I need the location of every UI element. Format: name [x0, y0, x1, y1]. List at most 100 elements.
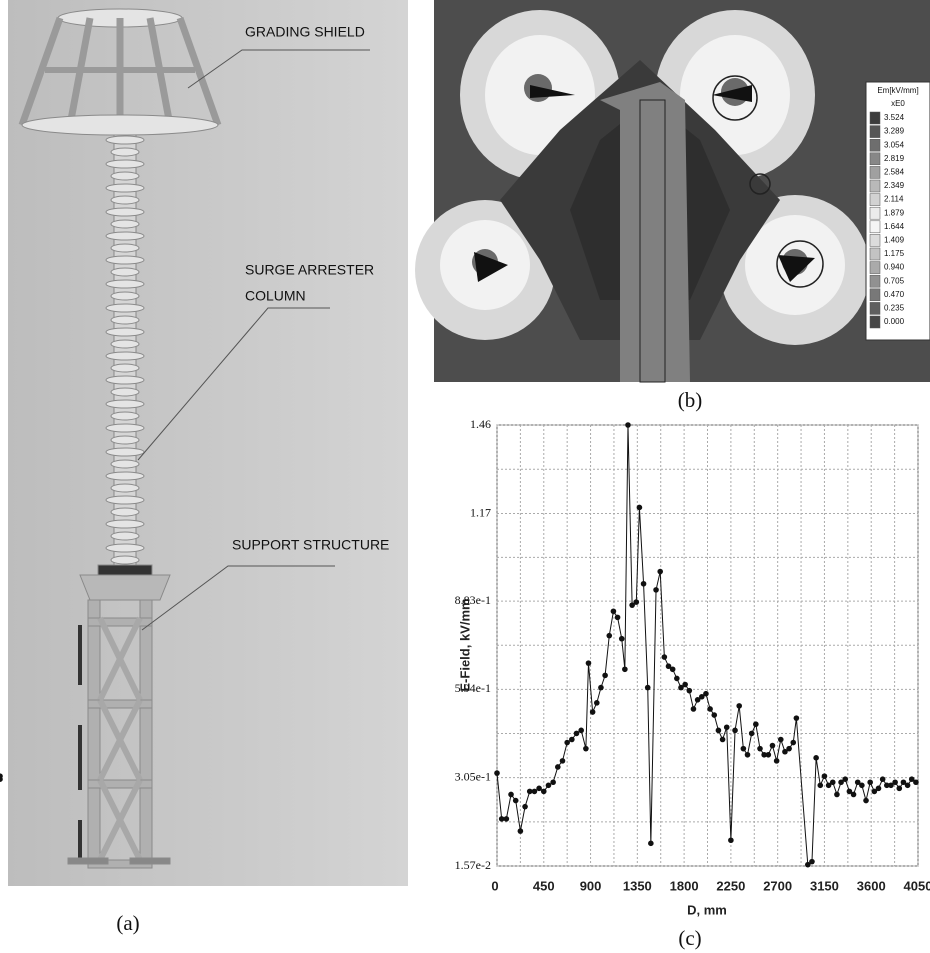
data-point — [618, 635, 625, 642]
y-tick-label: 1.57e-2 — [455, 858, 491, 872]
data-point — [622, 666, 628, 673]
data-point — [694, 697, 701, 703]
data-point — [838, 779, 844, 786]
panel-a-background — [8, 0, 408, 886]
data-point — [498, 816, 505, 822]
data-point — [633, 599, 640, 605]
data-point — [682, 681, 688, 688]
data-point — [846, 788, 853, 795]
legend-swatch — [869, 179, 881, 193]
y-tick-label: 1.17 — [470, 505, 491, 519]
data-point — [593, 700, 600, 706]
legend-title: xE0 — [891, 99, 905, 108]
data-point — [569, 736, 575, 743]
data-point — [545, 782, 552, 789]
data-point — [842, 776, 849, 782]
data-point — [859, 782, 865, 789]
data-point — [777, 736, 784, 743]
data-point — [610, 608, 617, 615]
data-point — [757, 745, 763, 752]
legend-value: 3.289 — [884, 127, 905, 136]
shed — [105, 447, 145, 457]
data-point — [555, 764, 561, 770]
data-point — [0, 776, 3, 782]
caption: (c) — [678, 926, 701, 950]
brace — [87, 779, 153, 789]
x-tick-label: 4050 — [904, 878, 930, 893]
shed — [105, 471, 145, 481]
data-point — [715, 727, 722, 734]
shed — [110, 531, 140, 541]
shed — [105, 255, 145, 265]
data-point — [583, 745, 589, 752]
data-point — [829, 779, 836, 786]
label: SURGE ARRESTER — [245, 262, 374, 278]
legend-swatch — [869, 152, 881, 166]
shed — [105, 375, 145, 385]
legend-swatch — [869, 315, 881, 329]
data-point — [602, 672, 608, 679]
data-point — [732, 727, 738, 734]
data-point — [678, 684, 684, 691]
legend-value: 1.175 — [884, 249, 905, 258]
data-point — [719, 736, 726, 743]
data-point — [786, 745, 792, 752]
legend-swatch — [869, 274, 881, 288]
data-point — [782, 748, 788, 755]
data-point — [711, 712, 718, 718]
legend-swatch — [869, 247, 881, 261]
y-tick-label: 3.05e-1 — [455, 769, 491, 783]
data-point — [753, 721, 759, 728]
data-point — [536, 785, 542, 792]
panel-b: Em[kV/mm] xE0 3.524 3.289 3.054 2.819 2.584 2… — [415, 0, 930, 412]
legend-value: 2.584 — [884, 168, 905, 177]
data-point — [648, 840, 654, 847]
shed — [105, 543, 145, 553]
data-point — [522, 803, 528, 810]
legend-value: 2.349 — [884, 181, 905, 190]
brace — [97, 616, 143, 702]
data-point — [578, 727, 584, 734]
shed — [110, 219, 140, 229]
shed — [110, 435, 140, 445]
data-point — [686, 687, 693, 694]
legend-value: 0.940 — [884, 263, 905, 272]
data-point — [657, 568, 664, 575]
legend-swatch — [869, 288, 881, 302]
base — [129, 857, 171, 865]
data-point — [896, 785, 903, 792]
data-point — [503, 816, 510, 822]
shed — [110, 315, 140, 325]
data-point — [614, 614, 621, 621]
leg — [87, 599, 101, 863]
data-point — [674, 675, 680, 682]
data-point — [809, 858, 815, 865]
leg — [139, 599, 153, 863]
data-point — [728, 837, 734, 844]
data-point — [913, 779, 919, 786]
shield-bar — [18, 16, 64, 127]
label: COLUMN — [245, 288, 306, 304]
label: SUPPORT STRUCTURE — [232, 537, 389, 553]
legend-value: 3.524 — [884, 113, 905, 122]
data-point — [629, 602, 635, 608]
shed — [105, 423, 145, 433]
data-point — [805, 861, 811, 868]
legend-swatch — [869, 125, 881, 138]
caption: (a) — [116, 911, 139, 935]
data-point — [817, 782, 824, 789]
data-point — [564, 739, 570, 746]
legend-value: 3.054 — [884, 140, 905, 149]
data-point — [744, 751, 751, 758]
legend-value: 0.000 — [884, 317, 905, 326]
shed — [110, 555, 140, 565]
legend-swatch — [869, 193, 881, 206]
legend-value: 1.644 — [884, 222, 905, 231]
legend-swatch — [869, 220, 881, 234]
label: GRADING SHIELD — [245, 24, 365, 40]
data-point — [573, 730, 580, 737]
data-point — [761, 751, 767, 758]
data-point — [661, 654, 668, 660]
shed — [110, 363, 140, 373]
